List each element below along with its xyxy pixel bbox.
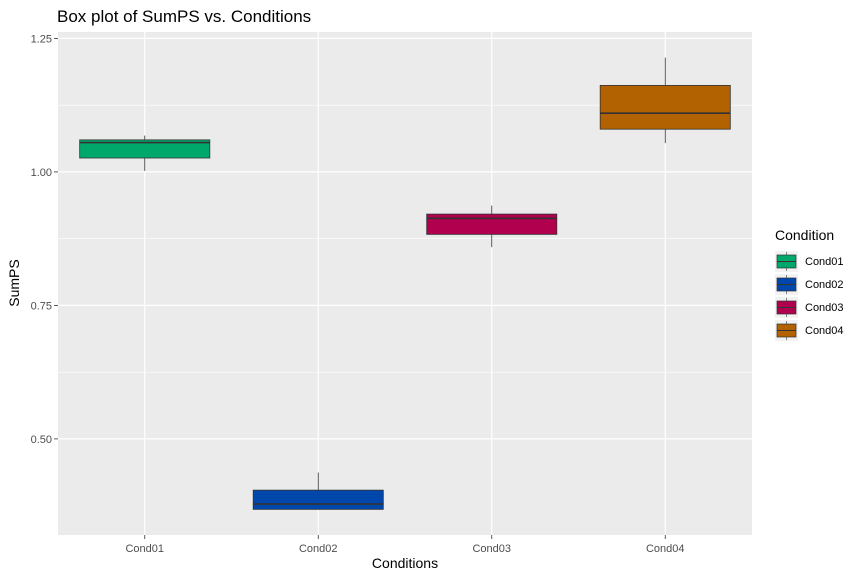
x-tick-label: Cond04 — [646, 543, 685, 555]
y-tick-label: 0.50 — [31, 434, 52, 446]
x-axis: Cond01 Cond02 Cond03 Cond04 — [125, 535, 685, 555]
x-tick-label: Cond03 — [472, 543, 511, 555]
box-cond01 — [79, 135, 211, 171]
y-axis-title: SumPS — [6, 259, 22, 306]
legend-label: Cond04 — [805, 325, 844, 337]
legend-item-cond02: Cond02 — [775, 274, 844, 295]
y-tick-label: 1.00 — [31, 167, 52, 179]
legend-item-cond01: Cond01 — [775, 251, 844, 272]
boxes — [79, 57, 731, 510]
box-body — [426, 213, 558, 235]
x-tick-label: Cond01 — [125, 543, 164, 555]
box-body — [79, 139, 211, 159]
box-cond02 — [252, 472, 384, 510]
chart-title: Box plot of SumPS vs. Conditions — [57, 7, 311, 26]
box-cond03 — [426, 205, 558, 248]
legend-item-cond03: Cond03 — [775, 297, 844, 318]
x-tick-label: Cond02 — [299, 543, 338, 555]
legend-label: Cond03 — [805, 302, 844, 314]
legend-label: Cond01 — [805, 256, 844, 268]
legend-label: Cond02 — [805, 279, 844, 291]
y-tick-label: 1.25 — [31, 33, 52, 45]
legend-title: Condition — [775, 227, 834, 243]
y-tick-label: 0.75 — [31, 300, 52, 312]
legend-item-cond04: Cond04 — [775, 320, 844, 341]
box-body — [599, 84, 731, 130]
x-axis-title: Conditions — [372, 555, 438, 571]
grid-lines — [58, 32, 752, 535]
y-axis: 0.50 0.75 1.00 1.25 — [31, 33, 58, 446]
box-cond04 — [599, 57, 731, 144]
legend: Condition Cond01 Cond02 Cond03 Cond04 — [775, 227, 844, 341]
box-body — [252, 489, 384, 510]
